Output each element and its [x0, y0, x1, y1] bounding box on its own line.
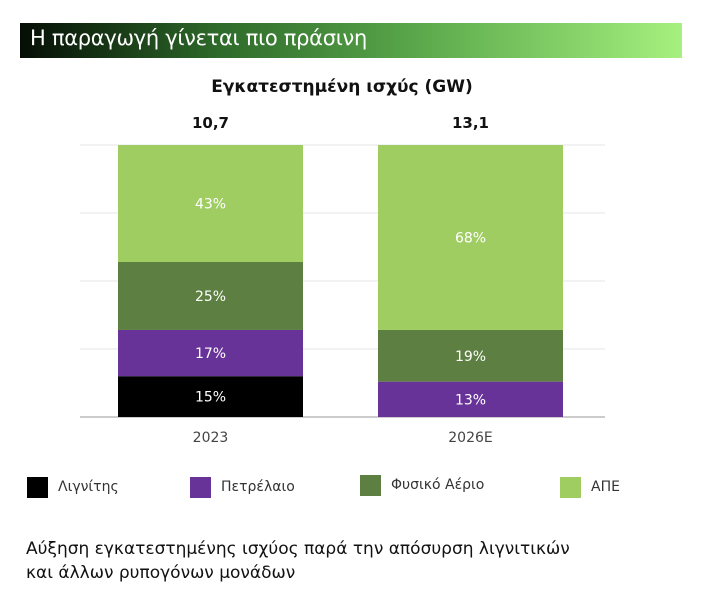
- legend-swatch: [190, 476, 211, 498]
- header-banner: Η παραγωγή γίνεται πιο πράσινη: [20, 23, 682, 58]
- data-label: 43%: [195, 196, 226, 212]
- legend-item-natural-gas: Φυσικό Αέριο: [360, 474, 484, 496]
- data-label: 15%: [195, 390, 226, 406]
- bar-segment: [118, 329, 303, 377]
- bar-segment: [378, 381, 563, 417]
- legend-item-lignite: Λιγνίτης: [27, 476, 119, 498]
- legend-label: Φυσικό Αέριο: [391, 477, 485, 493]
- x-tick-label: 2026E: [448, 430, 492, 446]
- legend-label: ΑΠΕ: [591, 479, 620, 495]
- legend-label: Πετρέλαιο: [221, 479, 295, 495]
- legend-swatch: [560, 476, 581, 498]
- caption: Αύξηση εγκατεστημένης ισχύος παρά την απ…: [26, 537, 570, 585]
- bar-total-label: 13,1: [452, 114, 489, 132]
- x-tick-label: 2023: [193, 430, 229, 446]
- data-label: 13%: [455, 392, 486, 408]
- legend-label: Λιγνίτης: [58, 479, 119, 495]
- bar-segment: [378, 329, 563, 382]
- legend-swatch: [360, 474, 381, 496]
- data-label: 19%: [455, 349, 486, 365]
- legend-item-oil: Πετρέλαιο: [190, 476, 295, 498]
- data-label: 25%: [195, 289, 226, 305]
- bar-segment: [118, 376, 303, 417]
- caption-line-2: και άλλων ρυπογόνων μονάδων: [26, 563, 296, 583]
- bar-segment: [378, 145, 563, 330]
- chart-title: Εγκατεστημένη ισχύς (GW): [211, 77, 473, 97]
- data-label: 68%: [455, 230, 486, 246]
- header-title: Η παραγωγή γίνεται πιο πράσινη: [30, 26, 367, 50]
- caption-line-1: Αύξηση εγκατεστημένης ισχύος παρά την απ…: [26, 539, 570, 559]
- data-label: 17%: [195, 346, 226, 362]
- stacked-bar-chart: Εγκατεστημένη ισχύς (GW) 15% 17% 25% 43% 10,…: [80, 77, 605, 446]
- bar-segment: [118, 261, 303, 330]
- bar-segment: [118, 145, 303, 262]
- bar-total-label: 10,7: [192, 114, 229, 132]
- legend-item-res: ΑΠΕ: [560, 476, 620, 498]
- legend-swatch: [27, 476, 48, 498]
